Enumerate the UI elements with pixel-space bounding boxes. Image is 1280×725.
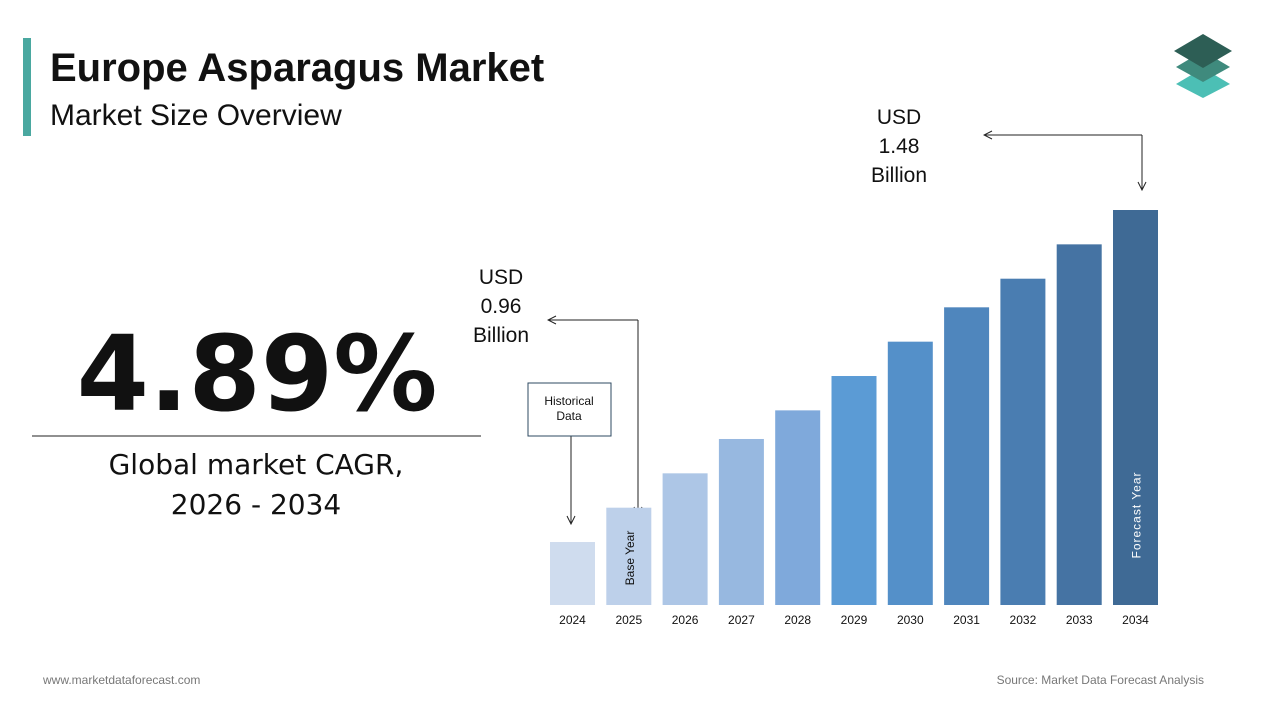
historical-label: Historical Data <box>544 394 593 423</box>
x-tick-label: 2029 <box>841 613 868 627</box>
bar <box>775 410 821 605</box>
bar <box>944 307 990 605</box>
x-tick-label: 2030 <box>897 613 924 627</box>
cagr-label: 2026 - 2034 <box>171 488 341 521</box>
x-tick-label: 2024 <box>559 613 586 627</box>
bar <box>1000 278 1046 605</box>
bar <box>662 473 708 605</box>
bar <box>831 376 877 605</box>
subtitle: Market Size Overview <box>50 99 342 132</box>
x-tick-label: 2034 <box>1122 613 1149 627</box>
cagr-value: 4.89% <box>77 313 438 435</box>
accent-bar <box>23 38 31 136</box>
bar <box>606 507 652 605</box>
logo <box>1174 34 1232 98</box>
title: Europe Asparagus Market <box>50 46 544 90</box>
website: www.marketdataforecast.com <box>42 673 200 687</box>
arrows <box>548 135 1142 524</box>
value-label: USD 1.48 Billion <box>871 106 927 187</box>
base-year-label: Base Year <box>623 531 637 586</box>
value-label: USD 0.96 Billion <box>473 266 529 347</box>
bar <box>718 438 764 605</box>
source: Source: Market Data Forecast Analysis <box>997 673 1204 687</box>
bar-chart: 2024 2025 2026 2027 2028 2029 2030 2031 2032 2033… <box>473 106 1158 627</box>
x-tick-label: 2031 <box>953 613 980 627</box>
x-tick-label: 2026 <box>672 613 699 627</box>
x-tick-label: 2033 <box>1066 613 1093 627</box>
x-tick-label: 2027 <box>728 613 755 627</box>
forecast-year-label: Forecast Year <box>1130 471 1144 558</box>
x-tick-label: 2025 <box>615 613 642 627</box>
cagr-label: Global market CAGR, <box>109 448 404 481</box>
x-tick-label: 2028 <box>784 613 811 627</box>
bar <box>1113 210 1158 605</box>
bar <box>1056 244 1102 605</box>
bar <box>550 542 595 605</box>
x-tick-label: 2032 <box>1010 613 1037 627</box>
bar <box>887 341 933 605</box>
historical-box <box>527 382 612 437</box>
